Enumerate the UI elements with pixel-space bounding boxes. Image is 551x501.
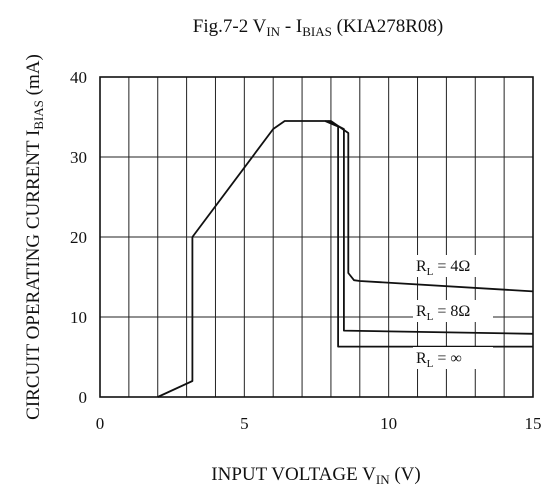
x-axis-label: INPUT VOLTAGE VIN (V): [211, 464, 420, 487]
chart-title: Fig.7-2 VIN - IBIAS (KIA278R08): [193, 16, 443, 39]
plot-frame: [99, 76, 534, 398]
y-tick-label: 20: [70, 228, 87, 247]
y-tick-label: 30: [70, 148, 87, 167]
x-tick-label: 0: [96, 414, 105, 433]
x-tick-labels: 0 5 10 15: [96, 414, 542, 433]
series-label-rl-4: RL = 4Ω: [413, 255, 493, 278]
series-line-rl-inf: [324, 120, 533, 348]
y-tick-label: 40: [70, 68, 87, 87]
series-label-rl-inf: RL = ∞: [413, 347, 493, 370]
y-tick-label: 10: [70, 308, 87, 327]
x-tick-label: 10: [380, 414, 397, 433]
y-tick-label: 0: [79, 388, 88, 407]
series-line-rl-4: [157, 120, 534, 398]
x-tick-label: 5: [240, 414, 249, 433]
y-axis-label: CIRCUIT OPERATING CURRENT IBIAS (mA): [23, 54, 46, 420]
series-label-rl-8: RL = 8Ω: [413, 300, 493, 323]
svg-text:RL = 8Ω: RL = 8Ω: [416, 303, 470, 323]
x-tick-label: 15: [525, 414, 542, 433]
svg-text:RL = ∞: RL = ∞: [416, 350, 462, 370]
series-group: [157, 120, 534, 398]
svg-text:RL = 4Ω: RL = 4Ω: [416, 258, 470, 278]
y-tick-labels: 0 10 20 30 40: [70, 68, 87, 407]
